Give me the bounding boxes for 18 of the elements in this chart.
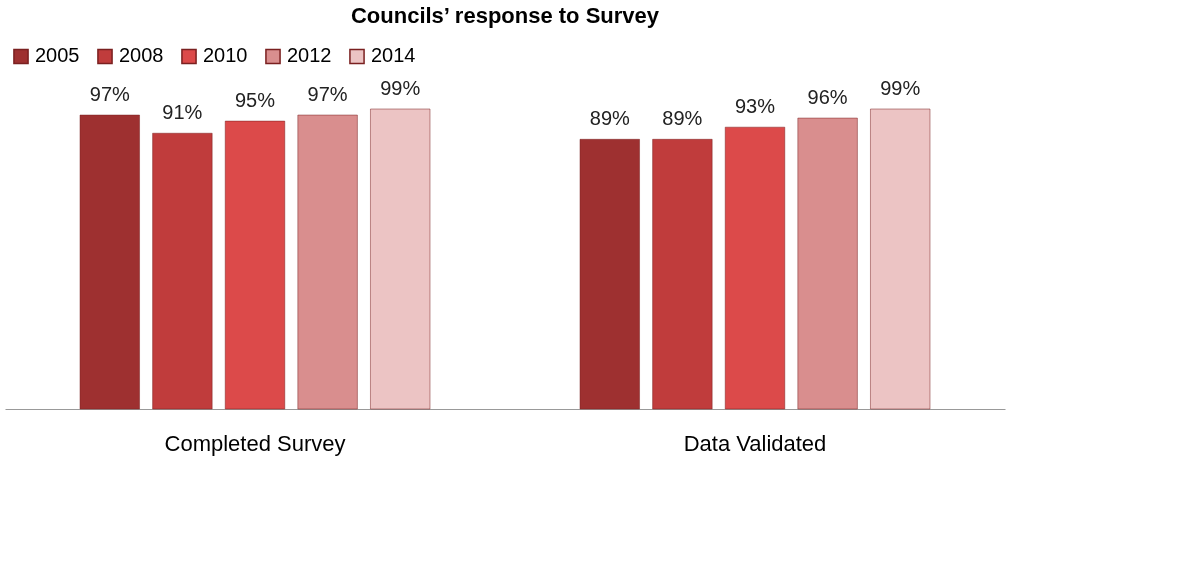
legend-label: 2012 — [287, 44, 332, 67]
data-label: 96% — [807, 86, 848, 109]
legend-label: 2008 — [119, 44, 164, 67]
data-label: 97% — [307, 83, 348, 106]
x-tick-label: Data Validated — [683, 430, 827, 456]
data-label: 93% — [734, 95, 776, 118]
legend-label: 2014 — [371, 44, 416, 67]
legend-label: 2010 — [203, 44, 248, 67]
data-label: 91% — [162, 101, 203, 124]
data-label: 97% — [89, 83, 130, 106]
data-label: 95% — [234, 89, 276, 112]
chart-title: Councils’ response to Survey — [350, 3, 660, 28]
data-label: 99% — [380, 77, 421, 99]
data-label: 99% — [880, 77, 921, 99]
x-tick-label: Completed Survey — [164, 430, 346, 456]
legend-label: 2005 — [35, 44, 80, 67]
data-label: 89% — [589, 107, 630, 130]
data-label: 89% — [662, 107, 703, 130]
